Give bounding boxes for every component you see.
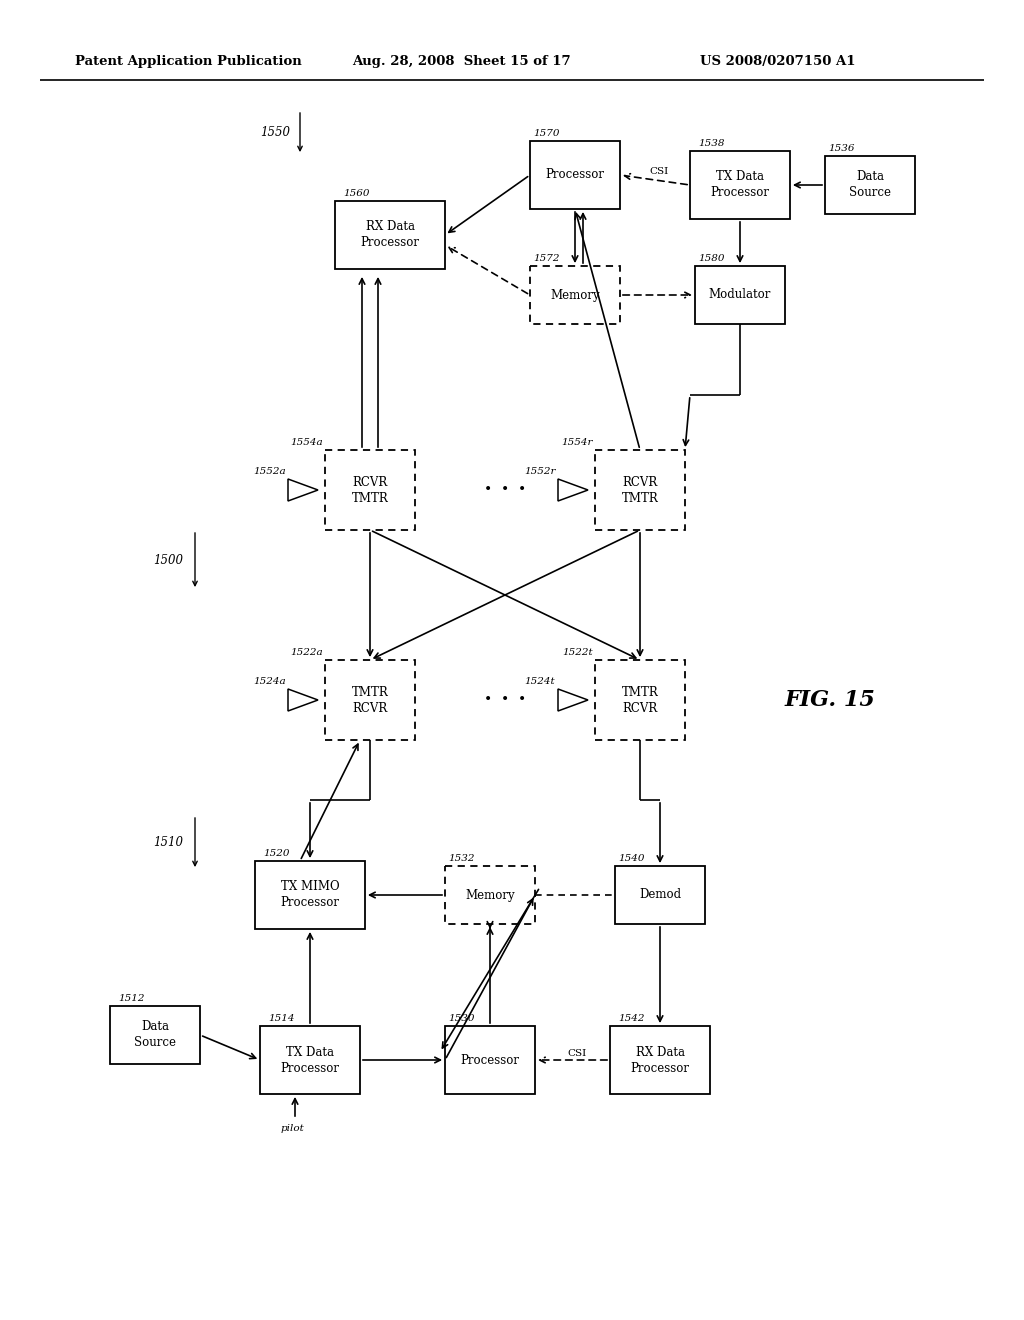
Text: 1510: 1510 [153,837,183,850]
Text: 1520: 1520 [263,849,290,858]
Text: •  •  •: • • • [484,693,526,708]
Bar [595,450,685,531]
Text: 1536: 1536 [828,144,855,153]
Bar [695,267,785,323]
Text: 1572: 1572 [534,253,560,263]
Bar [530,141,620,209]
Bar [530,267,620,323]
Bar [255,861,365,929]
Text: 1580: 1580 [698,253,725,263]
Text: Modulator: Modulator [709,289,771,301]
Text: 1500: 1500 [153,553,183,566]
Bar [690,150,790,219]
Text: RX Data
Processor: RX Data Processor [360,220,420,249]
Text: 1538: 1538 [698,139,725,148]
Text: 1554a: 1554a [291,438,323,447]
Text: 1514: 1514 [268,1014,295,1023]
Text: RCVR
TMTR: RCVR TMTR [622,475,658,504]
Text: TMTR
RCVR: TMTR RCVR [622,685,658,714]
Text: Memory: Memory [465,888,515,902]
Text: 1512: 1512 [119,994,145,1003]
Text: Demod: Demod [639,888,681,902]
Bar [260,1026,360,1094]
Text: 1524a: 1524a [254,677,287,686]
Text: 1522t: 1522t [562,648,593,657]
Text: Processor: Processor [546,169,604,181]
Text: Data
Source: Data Source [134,1020,176,1049]
Text: 1532: 1532 [449,854,475,863]
Text: RCVR
TMTR: RCVR TMTR [351,475,388,504]
Text: CSI: CSI [567,1048,587,1057]
Text: 1550: 1550 [260,125,290,139]
Text: 1554r: 1554r [561,438,593,447]
Text: Memory: Memory [550,289,600,301]
Bar [610,1026,710,1094]
Text: US 2008/0207150 A1: US 2008/0207150 A1 [700,55,855,69]
Text: Data
Source: Data Source [849,170,891,199]
Bar [595,660,685,741]
Text: Patent Application Publication: Patent Application Publication [75,55,302,69]
Text: 1552r: 1552r [524,467,556,477]
Text: 1522a: 1522a [291,648,323,657]
Text: 1542: 1542 [618,1014,645,1023]
Bar [335,201,445,269]
Text: pilot: pilot [281,1125,304,1133]
Text: CSI: CSI [649,168,669,177]
Bar [445,1026,535,1094]
Text: 1524t: 1524t [524,677,555,686]
Bar [325,660,415,741]
Bar [110,1006,200,1064]
Text: Aug. 28, 2008  Sheet 15 of 17: Aug. 28, 2008 Sheet 15 of 17 [352,55,570,69]
Text: 1552a: 1552a [254,467,287,477]
Text: TX MIMO
Processor: TX MIMO Processor [281,880,340,909]
Text: •  •  •: • • • [484,483,526,498]
Text: Processor: Processor [461,1053,519,1067]
Text: 1560: 1560 [343,189,370,198]
Text: TMTR
RCVR: TMTR RCVR [351,685,388,714]
Text: TX Data
Processor: TX Data Processor [281,1045,340,1074]
Bar [615,866,705,924]
Text: FIG. 15: FIG. 15 [784,689,876,711]
Text: 1540: 1540 [618,854,645,863]
Text: TX Data
Processor: TX Data Processor [711,170,769,199]
Text: 1530: 1530 [449,1014,475,1023]
Bar [445,866,535,924]
Bar [325,450,415,531]
Bar [825,156,915,214]
Text: 1570: 1570 [534,129,560,139]
Text: RX Data
Processor: RX Data Processor [631,1045,689,1074]
